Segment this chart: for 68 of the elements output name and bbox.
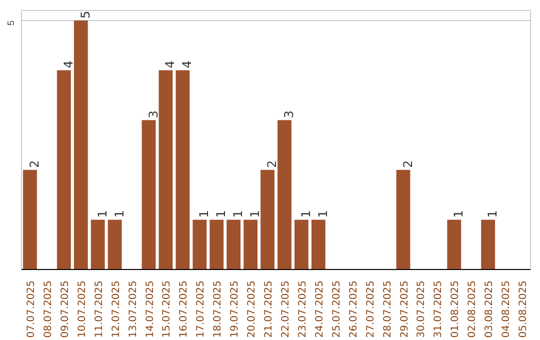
bar [210, 220, 224, 270]
data-label: 4 [163, 60, 178, 68]
x-tick-label: 29.07.2025 [399, 280, 410, 338]
data-label: 1 [452, 210, 466, 218]
data-label: 4 [61, 60, 76, 68]
bar [244, 220, 258, 270]
x-tick-label: 19.07.2025 [230, 280, 241, 338]
data-label: 2 [265, 160, 280, 168]
x-tick-label: 13.07.2025 [128, 280, 139, 338]
data-label: 2 [27, 160, 42, 168]
bar [192, 220, 207, 270]
x-tick-label: 18.07.2025 [212, 280, 224, 338]
bar [176, 70, 190, 270]
data-label: 3 [282, 110, 296, 118]
x-tick-label: 15.07.2025 [162, 280, 173, 338]
x-tick-label: 16.07.2025 [178, 280, 190, 338]
data-label: 5 [78, 10, 92, 18]
bar [311, 220, 326, 270]
bar [226, 220, 241, 270]
x-tick-label: 25.07.2025 [331, 280, 342, 338]
bar [142, 120, 156, 270]
bar [108, 220, 122, 270]
data-label: 1 [214, 210, 228, 218]
x-tick-label: 07.07.2025 [26, 280, 37, 338]
bar [260, 170, 274, 270]
x-tick-label: 21.07.2025 [264, 280, 275, 338]
x-tick-label: 02.08.2025 [467, 280, 478, 338]
data-label: 1 [231, 210, 246, 218]
x-tick-label: 14.07.2025 [144, 280, 156, 338]
bar [74, 20, 88, 270]
bar [447, 220, 462, 270]
bar [90, 220, 105, 270]
x-tick-label: 17.07.2025 [196, 280, 207, 338]
data-label: 1 [112, 210, 126, 218]
x-tick-label: 12.07.2025 [110, 280, 122, 338]
x-tick-label: 09.07.2025 [60, 280, 71, 338]
bar [278, 120, 292, 270]
x-tick-label: 11.07.2025 [94, 280, 105, 338]
x-tick-label: 26.07.2025 [348, 280, 360, 338]
data-label: 2 [400, 160, 415, 168]
x-tick-label: 30.07.2025 [416, 280, 428, 338]
x-tick-label: 28.07.2025 [382, 280, 394, 338]
x-tick-label: 27.07.2025 [365, 280, 376, 338]
x-tick-label: 20.07.2025 [246, 280, 258, 338]
bar [396, 170, 410, 270]
data-label: 1 [298, 210, 313, 218]
bar [56, 70, 71, 270]
bar [294, 220, 308, 270]
x-tick-label: 01.08.2025 [450, 280, 462, 338]
x-tick-label: 04.08.2025 [501, 280, 512, 338]
data-label: 1 [197, 210, 212, 218]
bar [158, 70, 173, 270]
bar [23, 170, 37, 270]
data-label: 1 [95, 210, 110, 218]
x-tick-label: 03.08.2025 [484, 280, 496, 338]
data-label: 4 [180, 60, 194, 68]
data-label: 1 [316, 210, 330, 218]
x-tick-label: 05.08.2025 [518, 280, 530, 338]
x-tick-label: 08.07.2025 [42, 280, 54, 338]
x-tick-label: 31.07.2025 [433, 280, 444, 338]
x-tick-label: 24.07.2025 [314, 280, 326, 338]
x-tick-label: 23.07.2025 [297, 280, 308, 338]
x-tick-label: 10.07.2025 [76, 280, 88, 338]
data-label: 3 [146, 110, 160, 118]
data-label: 1 [486, 210, 500, 218]
x-tick-label: 22.07.2025 [280, 280, 292, 338]
bar [481, 220, 496, 270]
data-label: 1 [248, 210, 262, 218]
